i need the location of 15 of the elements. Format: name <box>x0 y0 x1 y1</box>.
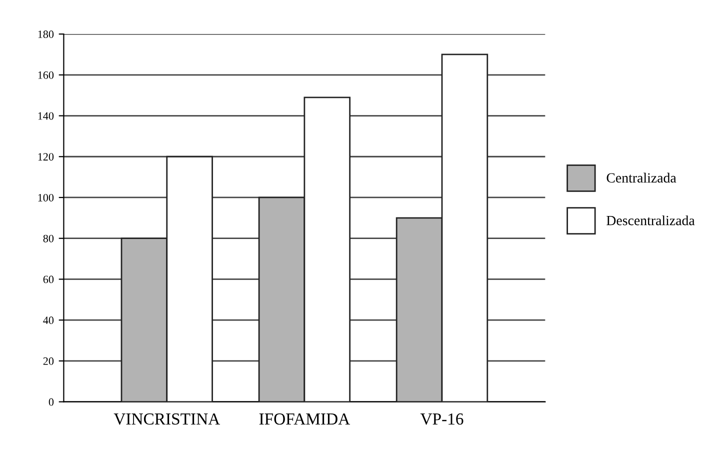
y-tick-label: 20 <box>43 357 54 365</box>
x-tick-label: VINCRISTINA <box>114 413 220 425</box>
y-tick-label: 100 <box>38 194 54 202</box>
y-tick-label: 80 <box>43 234 54 242</box>
y-tick-label: 60 <box>43 276 54 284</box>
y-tick-label: 160 <box>38 71 54 79</box>
y-tick-label: 140 <box>38 112 54 120</box>
y-tick-label: 180 <box>38 30 54 38</box>
x-tick-label: VP-16 <box>420 413 464 425</box>
y-tick-label: 0 <box>48 398 54 406</box>
y-tick-label: 120 <box>38 153 54 161</box>
x-tick-label: IFOFAMIDA <box>259 413 350 425</box>
y-tick-label: 40 <box>43 316 54 324</box>
legend-label: Descentralizada <box>606 215 695 226</box>
legend-label: Centralizada <box>606 172 676 183</box>
